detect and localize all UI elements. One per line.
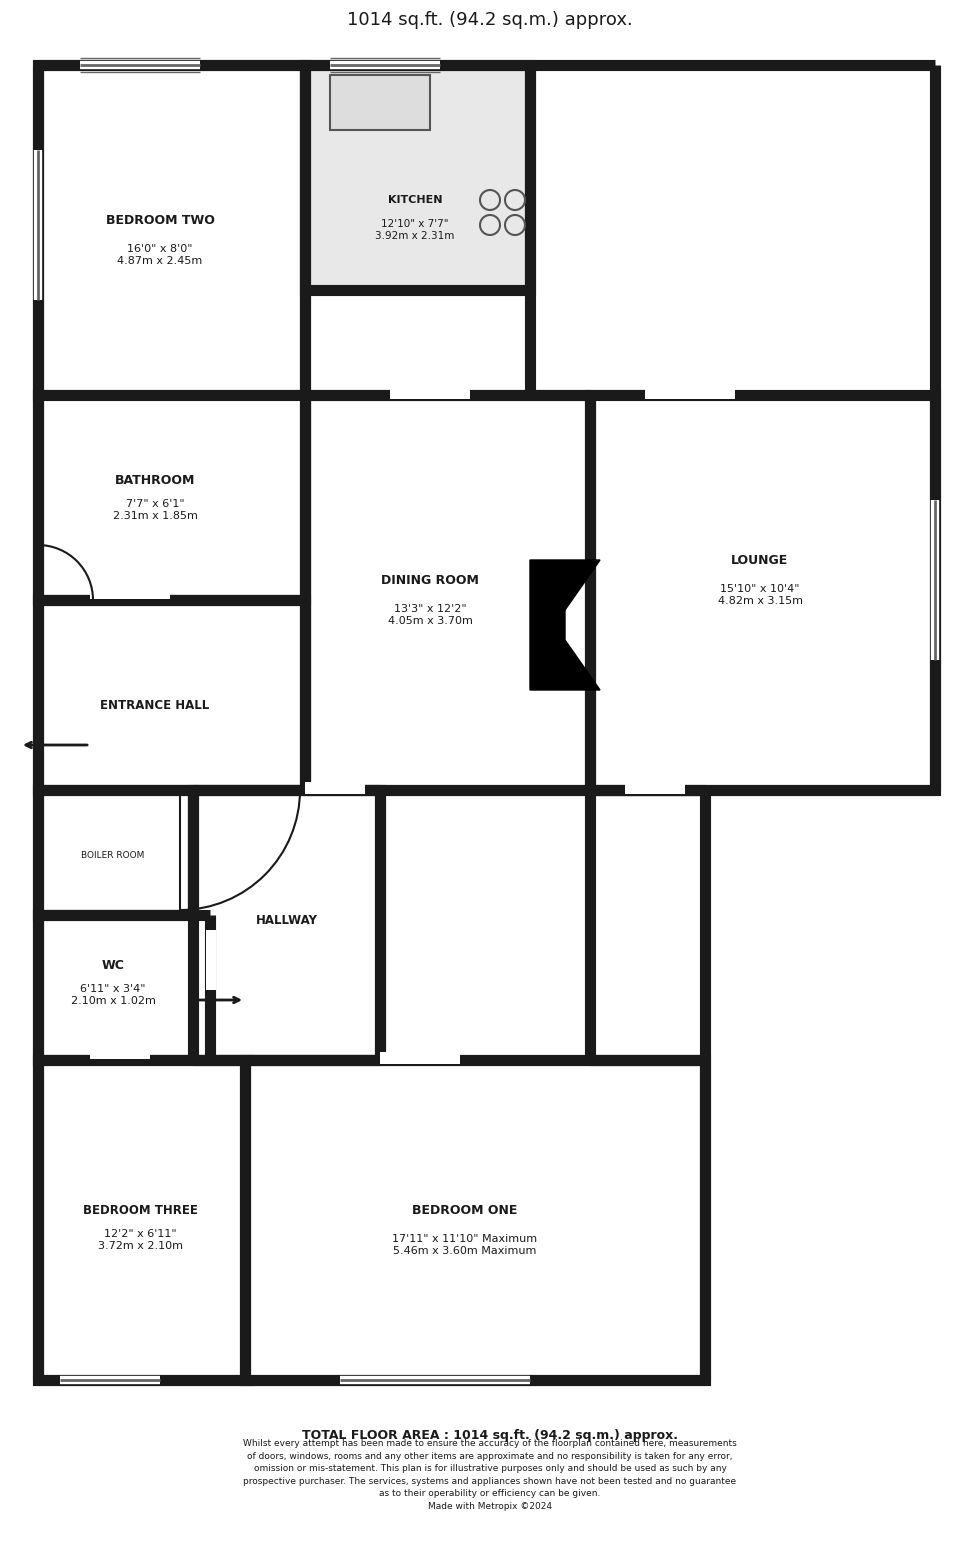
- Text: 1014 sq.ft. (94.2 sq.m.) approx.: 1014 sq.ft. (94.2 sq.m.) approx.: [347, 11, 633, 29]
- Bar: [38, 915, 213, 1061]
- Bar: [530, 65, 935, 394]
- Bar: [38, 394, 305, 600]
- Bar: [390, 386, 470, 399]
- Text: 12'2" x 6'11"
3.72m x 2.10m: 12'2" x 6'11" 3.72m x 2.10m: [97, 1229, 182, 1251]
- Bar: [305, 65, 530, 291]
- Text: BOILER ROOM: BOILER ROOM: [81, 850, 145, 860]
- Polygon shape: [530, 65, 935, 394]
- Bar: [330, 76, 430, 130]
- Text: 6'11" x 3'4"
2.10m x 1.02m: 6'11" x 3'4" 2.10m x 1.02m: [71, 985, 156, 1006]
- Text: 17'11" x 11'10" Maximum
5.46m x 3.60m Maximum: 17'11" x 11'10" Maximum 5.46m x 3.60m Ma…: [392, 1234, 538, 1255]
- Bar: [590, 394, 935, 790]
- Text: 15'10" x 10'4"
4.82m x 3.15m: 15'10" x 10'4" 4.82m x 3.15m: [717, 584, 803, 606]
- Text: ENTRANCE HALL: ENTRANCE HALL: [100, 699, 210, 711]
- Bar: [313, 65, 488, 175]
- Bar: [625, 782, 685, 795]
- Text: LOUNGE: LOUNGE: [731, 553, 789, 566]
- Text: WC: WC: [102, 959, 124, 971]
- Bar: [38, 790, 193, 915]
- Text: BEDROOM ONE: BEDROOM ONE: [413, 1203, 517, 1217]
- Text: KITCHEN: KITCHEN: [388, 195, 442, 206]
- Bar: [38, 65, 305, 394]
- Text: BEDROOM TWO: BEDROOM TWO: [106, 213, 215, 227]
- Bar: [645, 386, 735, 399]
- Text: TOTAL FLOOR AREA : 1014 sq.ft. (94.2 sq.m.) approx.: TOTAL FLOOR AREA : 1014 sq.ft. (94.2 sq.…: [302, 1429, 678, 1441]
- Text: 13'3" x 12'2"
4.05m x 3.70m: 13'3" x 12'2" 4.05m x 3.70m: [387, 604, 472, 626]
- Text: 16'0" x 8'0"
4.87m x 2.45m: 16'0" x 8'0" 4.87m x 2.45m: [118, 244, 203, 266]
- Polygon shape: [530, 560, 600, 690]
- Text: 7'7" x 6'1"
2.31m x 1.85m: 7'7" x 6'1" 2.31m x 1.85m: [113, 499, 197, 521]
- Text: Whilst every attempt has been made to ensure the accuracy of the floorplan conta: Whilst every attempt has been made to en…: [243, 1439, 737, 1510]
- Bar: [38, 1061, 248, 1381]
- Text: BEDROOM THREE: BEDROOM THREE: [82, 1203, 197, 1217]
- Text: BATHROOM: BATHROOM: [115, 473, 195, 487]
- Bar: [90, 1050, 150, 1059]
- Text: HALLWAY: HALLWAY: [256, 914, 318, 926]
- Bar: [380, 1051, 460, 1064]
- Bar: [305, 782, 365, 795]
- Bar: [245, 1061, 705, 1381]
- Text: 12'10" x 7'7"
3.92m x 2.31m: 12'10" x 7'7" 3.92m x 2.31m: [375, 220, 455, 241]
- Bar: [193, 790, 380, 1061]
- Bar: [90, 589, 170, 598]
- Bar: [206, 931, 216, 989]
- Bar: [305, 394, 705, 790]
- Bar: [38, 600, 305, 790]
- Text: DINING ROOM: DINING ROOM: [381, 574, 479, 586]
